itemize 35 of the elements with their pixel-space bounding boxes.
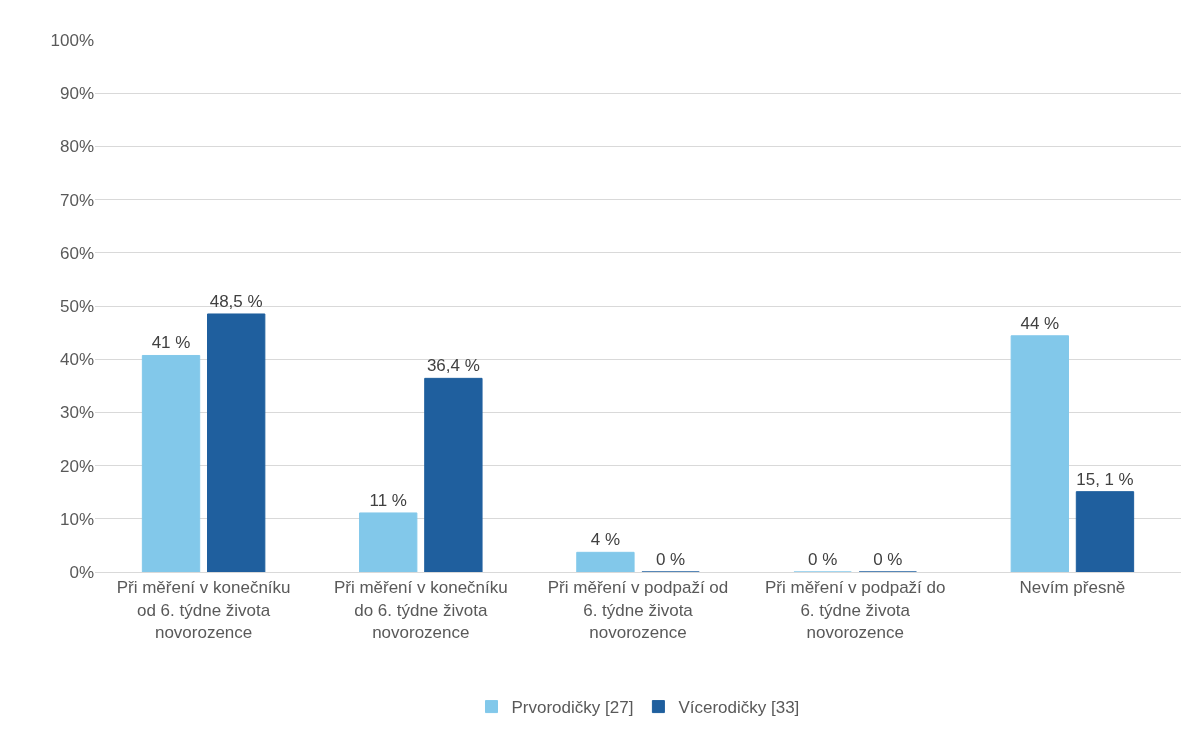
x-tick-label: Nevím přesně: [1019, 578, 1126, 598]
y-tick-label: 10%: [59, 509, 94, 529]
x-tick-label: Při měření v podpaží do 6. týdne života novorozence: [764, 578, 946, 642]
legend-label: Prvorodičky [27]: [511, 698, 634, 718]
bar: [1010, 335, 1069, 572]
y-tick-label: 30%: [59, 403, 94, 423]
y-tick-label: 40%: [59, 350, 94, 370]
y-tick-label: 100%: [50, 30, 94, 50]
data-label: 0 %: [655, 550, 686, 569]
bar: [424, 377, 483, 572]
y-tick-label: 50%: [59, 296, 94, 316]
bar: [141, 354, 201, 572]
y-tick-label: 0%: [69, 562, 94, 582]
x-tick-label: Při měření v podpaží od 6. týdne života novorozence: [547, 578, 729, 642]
bar: [1075, 491, 1135, 572]
data-label: 48,5 %: [209, 291, 263, 311]
y-tick-label: 60%: [59, 243, 94, 263]
data-label: 41 %: [151, 333, 191, 353]
data-label: 15, 1 %: [1076, 469, 1134, 489]
y-tick-label: 20%: [59, 456, 94, 476]
bar: [207, 313, 266, 572]
y-tick-label: 80%: [59, 137, 94, 157]
x-tick-label: Při měření v konečníku od 6. týdne života novorozence: [116, 578, 291, 642]
bar: [359, 512, 418, 572]
data-label: 0 %: [807, 550, 838, 569]
bar: [576, 551, 635, 572]
data-label: 36,4 %: [426, 356, 480, 376]
data-label: 11 %: [369, 490, 407, 510]
x-tick-label: Při měření v konečníku do 6. týdne života novorozence: [333, 578, 508, 642]
data-label: 0 %: [873, 550, 903, 569]
data-label: 4 %: [590, 530, 621, 550]
data-label: 44 %: [1020, 313, 1060, 333]
y-tick-label: 90%: [59, 84, 94, 104]
legend-label: Vícerodičky [33]: [678, 698, 800, 718]
y-tick-label: 70%: [59, 190, 94, 210]
